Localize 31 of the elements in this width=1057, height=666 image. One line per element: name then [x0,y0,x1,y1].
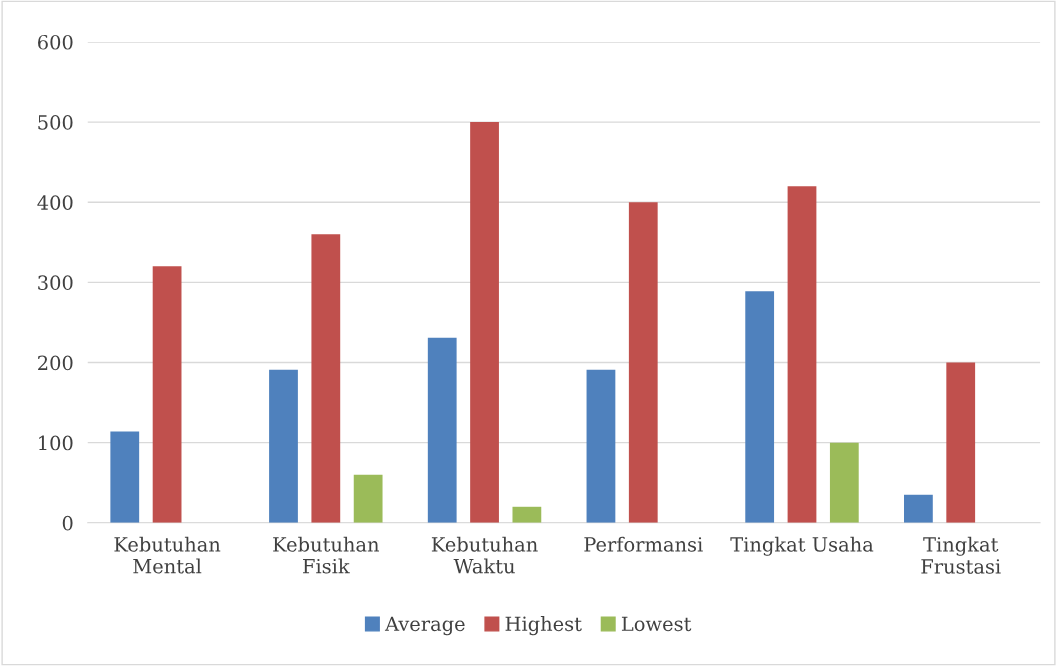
bar [904,494,933,523]
y-tick-label: 600 [38,34,73,50]
y-tick-label: 400 [37,195,73,210]
x-tick-label: Kebutuhan Mental [114,536,221,574]
x-tick-label: Kebutuhan Fisik [273,536,380,574]
x-tick-label: Tingkat Usaha [730,536,874,556]
bar [586,369,616,523]
bar [152,266,182,523]
y-tick-label: 0 [62,515,73,531]
x-tick-label: Kebutuhan Waktu [431,536,538,574]
bar [745,291,775,523]
bar [427,337,457,523]
x-tick-label: Tingkat Frustasi [921,536,1001,574]
bar [311,234,341,523]
bar [110,431,140,523]
y-tick-label: 200 [38,355,73,371]
bar [829,442,859,523]
y-tick-label: 500 [38,115,73,130]
x-tick-label: Performansi [584,536,703,552]
legend-label: Average [384,616,465,636]
bar [269,369,298,523]
y-tick-label: 100 [39,435,73,451]
legend-label: Highest [505,616,582,636]
bar [470,122,499,523]
bar [512,506,542,523]
bar [628,202,658,523]
bar [353,474,383,523]
legend-label: Lowest [621,616,692,632]
bar [946,362,976,523]
y-tick-label: 300 [38,275,73,291]
bar [787,186,817,523]
